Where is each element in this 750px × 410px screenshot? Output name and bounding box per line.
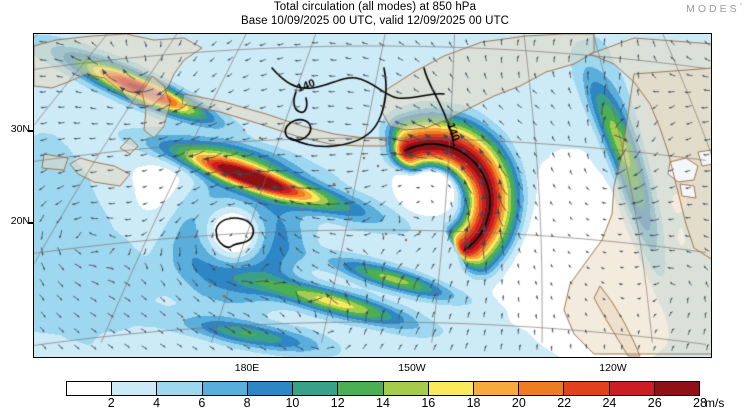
colorbar-tick-28: 28: [693, 396, 707, 410]
colorbar-tick-4: 4: [153, 396, 161, 410]
colorbar-units-label: m/s: [705, 396, 725, 410]
x-tick-label-180E: 180E: [234, 362, 260, 374]
colorbar-cell-10: [519, 382, 565, 395]
colorbar-cell-9: [473, 382, 520, 395]
colorbar-tick-20: 20: [511, 396, 526, 410]
colorbar-tick-10: 10: [285, 396, 300, 410]
colorbar-cell-4: [247, 382, 294, 395]
page-title: Total circulation (all modes) at 850 hPa…: [0, 1, 750, 28]
title-line-1: Total circulation (all modes) at 850 hPa: [273, 1, 477, 13]
colorbar-cell-12: [609, 382, 655, 395]
colorbar-tick-26: 26: [647, 396, 662, 410]
colorbar-cell-8: [428, 382, 474, 395]
wind-speed-map-canvas[interactable]: [34, 34, 711, 357]
y-tickmark: [28, 222, 34, 224]
x-tick-label-120W: 120W: [599, 362, 627, 374]
colorbar-cell-1: [112, 382, 158, 395]
x-tick-label-150W: 150W: [398, 362, 426, 374]
colorbar-tick-18: 18: [466, 396, 481, 410]
colorbar-cell-3: [202, 382, 248, 395]
colorbar-tick-12: 12: [330, 396, 345, 410]
colorbar-tick-22: 22: [557, 396, 572, 410]
colorbar-cell-7: [383, 382, 429, 395]
colorbar-cell-0: [67, 382, 113, 395]
colorbar-tick-14: 14: [376, 396, 390, 410]
colorbar-tick-16: 16: [421, 396, 436, 410]
brand-text: MODES: [686, 3, 740, 15]
colorbar-cell-2: [157, 382, 203, 395]
colorbar-cell-6: [338, 382, 384, 395]
y-tickmark: [28, 130, 34, 132]
y-tick-label-30N: 30N: [10, 123, 30, 135]
colorbar-gradient[interactable]: [66, 381, 700, 396]
brand-logo: MODES°: [686, 3, 742, 15]
colorbar-cell-13: [654, 382, 700, 395]
colorbar-cell-11: [564, 382, 610, 395]
colorbar-tick-24: 24: [602, 396, 617, 410]
colorbar[interactable]: [66, 381, 700, 396]
brand-mark: °: [739, 3, 742, 10]
y-tick-label-20N: 20N: [10, 215, 30, 227]
colorbar-tick-8: 8: [243, 396, 251, 410]
title-line-2: Base 10/09/2025 00 UTC, valid 12/09/2025…: [240, 14, 510, 27]
map-plot-area[interactable]: [33, 33, 712, 358]
colorbar-tick-2: 2: [107, 396, 115, 410]
colorbar-cell-5: [293, 382, 339, 395]
colorbar-tick-6: 6: [198, 396, 206, 410]
